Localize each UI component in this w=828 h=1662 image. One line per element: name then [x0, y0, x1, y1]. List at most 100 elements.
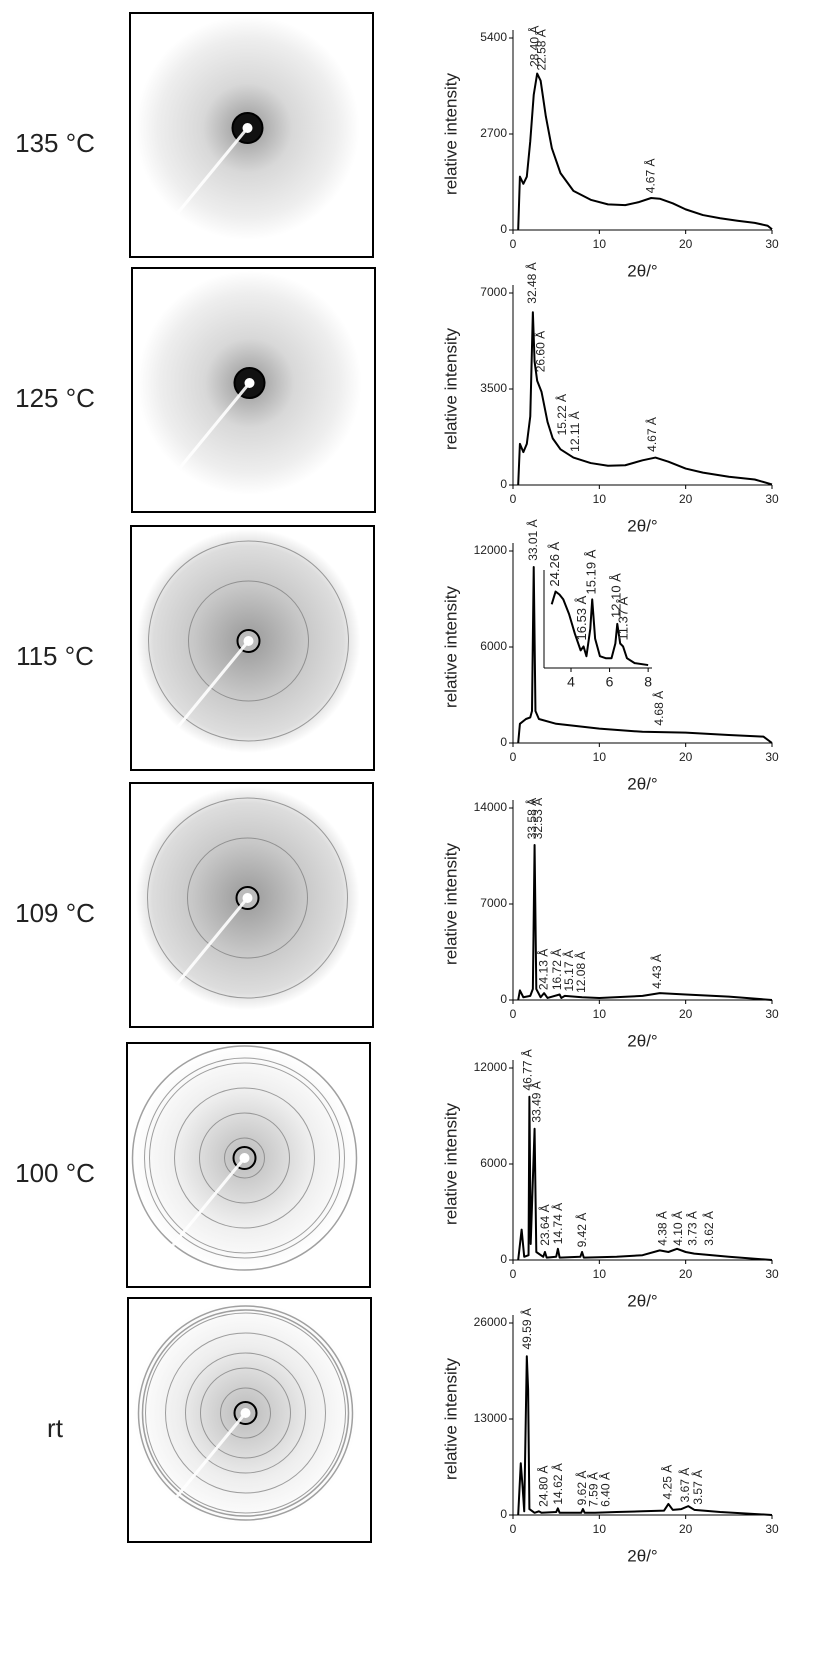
- diffraction-curve: [517, 1095, 773, 1261]
- x-tick-label: 30: [765, 1007, 779, 1021]
- peak-label: 4.43 Å: [649, 954, 664, 989]
- beam-stop-arm: [166, 1412, 247, 1509]
- peak-label: 3.67 Å: [677, 1468, 692, 1503]
- peak-label: 12.11 Å: [567, 411, 582, 451]
- diffraction-curve: [517, 311, 773, 486]
- diffraction-ring: [145, 1312, 346, 1514]
- y-tick-label: 0: [500, 222, 507, 236]
- y-tick-label: 0: [500, 735, 507, 749]
- y-tick-label: 0: [500, 992, 507, 1006]
- diffraction-curve: [517, 1355, 773, 1516]
- x-axis-label: 2θ/°: [627, 1291, 657, 1310]
- inset-peak-label: 15.19 Å: [584, 549, 599, 594]
- y-tick-label: 2700: [480, 126, 507, 140]
- beam-stop-arm: [170, 382, 251, 479]
- peak-label: 28.40 Å: [527, 26, 542, 67]
- diffraction-ring: [131, 1045, 358, 1271]
- peak-label: 4.38 Å: [654, 1211, 669, 1246]
- peak-label: 33.58 Å: [524, 798, 539, 839]
- y-axis-label: relative intensity: [441, 73, 460, 195]
- x-tick-label: 20: [679, 1267, 693, 1281]
- diffraction-ring: [165, 1332, 326, 1494]
- diffraction-ring: [188, 580, 309, 702]
- y-axis-label: relative intensity: [441, 586, 460, 708]
- diffraction-ring: [200, 1367, 291, 1459]
- y-axis-label: relative intensity: [441, 1103, 460, 1225]
- peak-label: 4.25 Å: [660, 1465, 675, 1500]
- y-tick-label: 3500: [480, 381, 507, 395]
- diffraction-ring: [147, 797, 348, 999]
- y-tick-label: 12000: [474, 1060, 508, 1074]
- x-tick-label: 20: [679, 237, 693, 251]
- x-tick-label: 0: [510, 1267, 517, 1281]
- x-tick-label: 10: [593, 1522, 607, 1536]
- inset-peak-label: 11.37 Å: [615, 596, 630, 640]
- diffraction-ring: [224, 1137, 265, 1179]
- peak-label: 6.40 Å: [597, 1472, 612, 1507]
- y-axis-label: relative intensity: [441, 1358, 460, 1480]
- beam-stop-arm: [168, 127, 249, 224]
- peak-label: 22.58 Å: [534, 29, 549, 70]
- peak-label: 32.48 Å: [524, 262, 539, 303]
- diffraction-ring: [174, 1087, 315, 1229]
- x-tick-label: 0: [510, 492, 517, 506]
- diffraction-curve: [517, 566, 773, 744]
- peak-label: 4.10 Å: [670, 1211, 685, 1246]
- peak-label: 24.13 Å: [535, 949, 550, 990]
- x-tick-label: 0: [510, 237, 517, 251]
- x-axis-label: 2θ/°: [627, 1546, 657, 1565]
- x-tick-label: 30: [765, 750, 779, 764]
- beam-stop-arm: [168, 897, 249, 994]
- diffraction-ring: [199, 1112, 290, 1204]
- peak-label: 4.68 Å: [651, 691, 666, 726]
- peak-label: 24.80 Å: [535, 1465, 550, 1506]
- x-axis-label: 2θ/°: [627, 774, 657, 793]
- peak-label: 26.60 Å: [533, 331, 548, 372]
- y-tick-label: 13000: [474, 1411, 508, 1425]
- inset-peak-label: 24.26 Å: [547, 541, 562, 586]
- peak-label: 7.59 Å: [585, 1472, 600, 1507]
- peak-label: 12.08 Å: [573, 952, 588, 993]
- x-tick-label: 20: [679, 1007, 693, 1021]
- sample-temperature: 100 °C: [15, 1158, 95, 1188]
- inset-curve: [550, 590, 649, 667]
- x-tick-label: 20: [679, 750, 693, 764]
- beam-stop-arm: [169, 640, 250, 737]
- sample-temperature: 115 °C: [16, 641, 94, 671]
- peak-label: 3.57 Å: [690, 1470, 705, 1505]
- y-tick-label: 6000: [480, 639, 507, 653]
- diffraction-curve: [517, 72, 773, 231]
- y-axis-label: relative intensity: [441, 843, 460, 965]
- x-tick-label: 10: [593, 1267, 607, 1281]
- inset-peak-label: 16.53 Å: [574, 595, 589, 640]
- peak-label: 46.77 Å: [520, 1049, 535, 1090]
- peak-label: 49.59 Å: [519, 1308, 534, 1349]
- y-tick-label: 7000: [480, 896, 507, 910]
- peak-label: 14.62 Å: [550, 1463, 565, 1504]
- x-tick-label: 10: [593, 237, 607, 251]
- y-tick-label: 0: [500, 1507, 507, 1521]
- x-tick-label: 20: [679, 492, 693, 506]
- x-axis-label: 2θ/°: [627, 1031, 657, 1050]
- peak-label: 4.67 Å: [644, 417, 659, 452]
- peak-label: 14.74 Å: [550, 1203, 565, 1244]
- diffraction-ring: [185, 1352, 306, 1474]
- peak-label: 9.42 Å: [574, 1213, 589, 1248]
- sample-temperature: 109 °C: [15, 898, 95, 928]
- x-axis-label: 2θ/°: [627, 261, 657, 280]
- y-tick-label: 12000: [474, 543, 508, 557]
- y-tick-label: 0: [500, 1252, 507, 1266]
- x-tick-label: 10: [593, 1007, 607, 1021]
- diffraction-curve: [517, 844, 773, 1001]
- x-tick-label: 30: [765, 1267, 779, 1281]
- y-tick-label: 26000: [474, 1315, 508, 1329]
- inset-x-tick-label: 6: [606, 674, 614, 690]
- x-tick-label: 30: [765, 492, 779, 506]
- y-axis-label: relative intensity: [441, 328, 460, 450]
- sample-temperature: 125 °C: [15, 383, 95, 413]
- sample-temperature: rt: [47, 1413, 64, 1443]
- peak-label: 16.72 Å: [549, 949, 564, 990]
- y-tick-label: 6000: [480, 1156, 507, 1170]
- x-tick-label: 30: [765, 1522, 779, 1536]
